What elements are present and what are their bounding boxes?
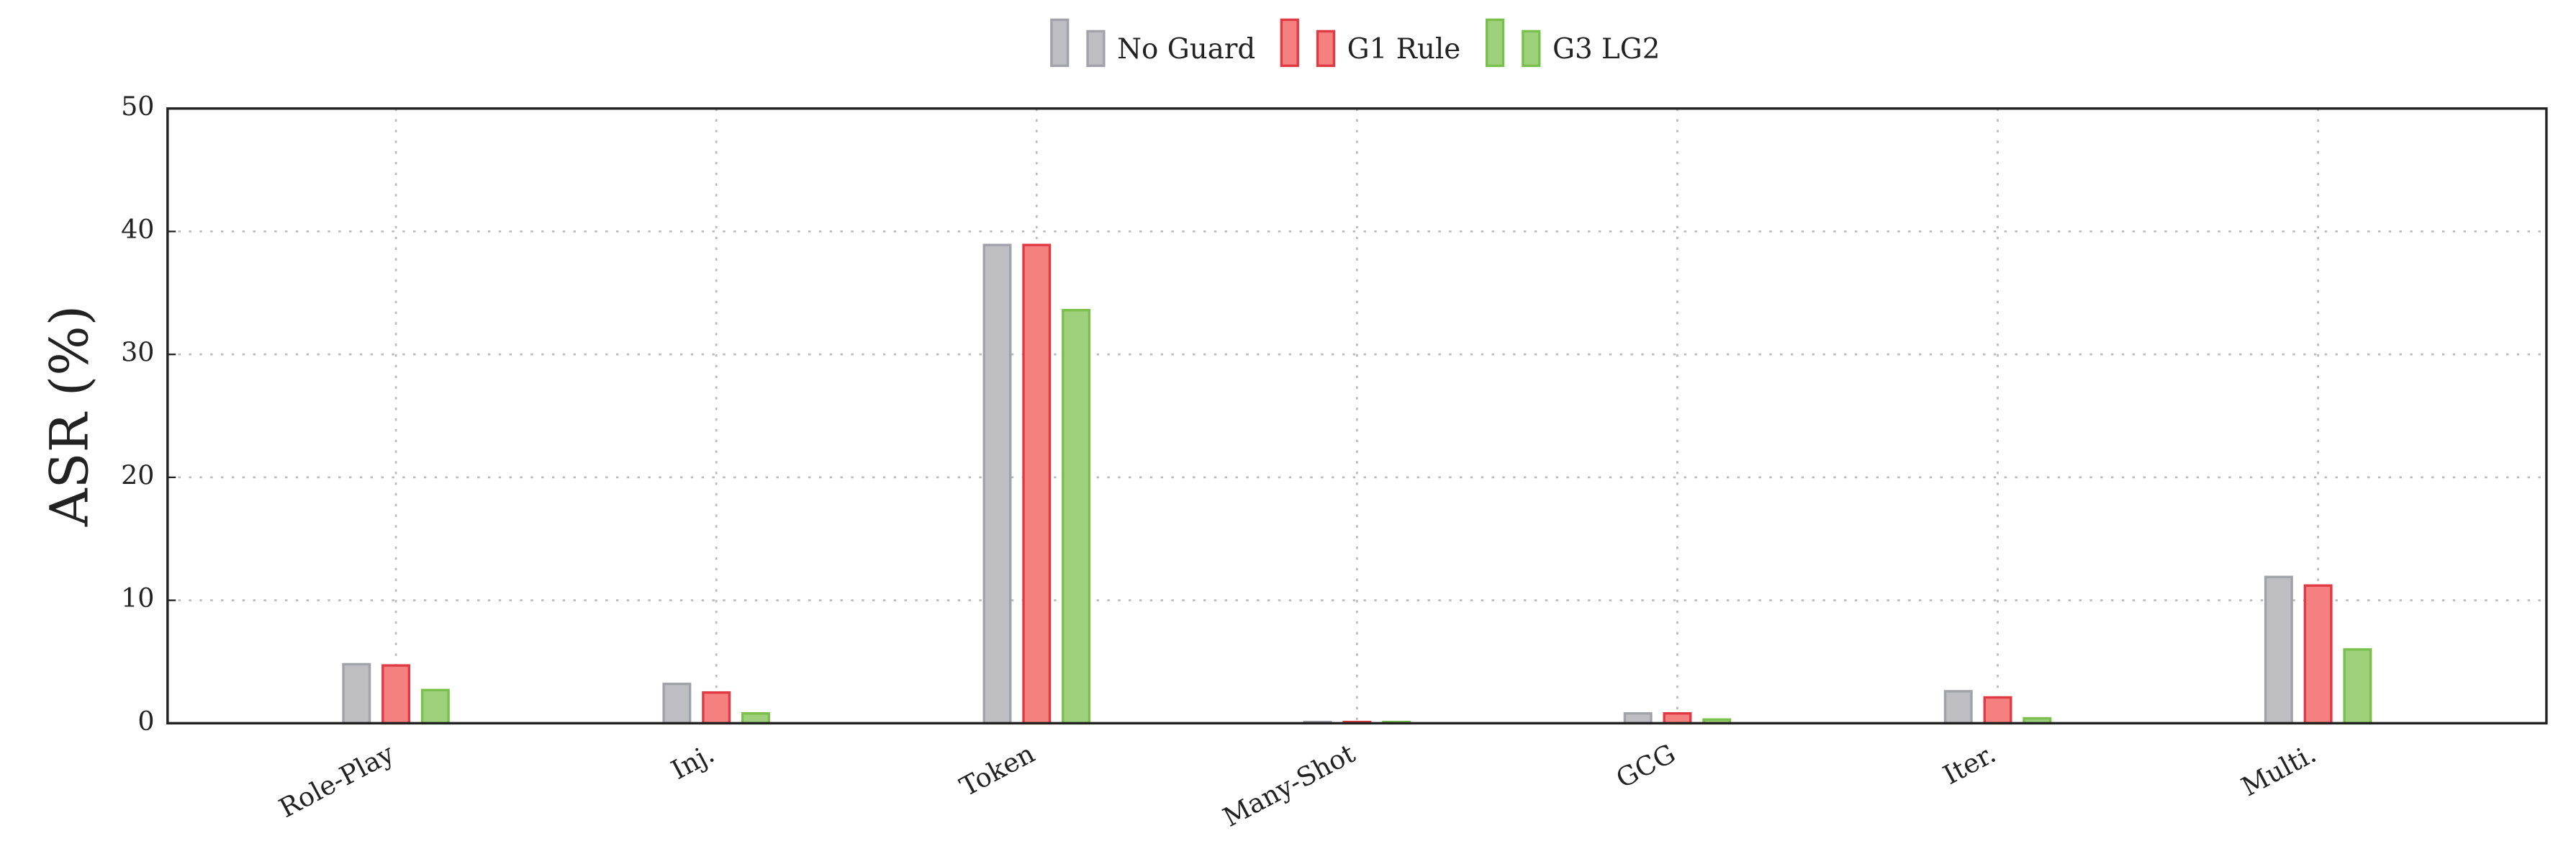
bar <box>702 691 731 725</box>
y-tick-label: 40 <box>121 214 154 245</box>
legend-swatch <box>1316 30 1336 68</box>
bar <box>2303 584 2333 725</box>
y-tick-label: 0 <box>137 706 154 737</box>
legend-label: G1 Rule <box>1347 33 1461 66</box>
bar <box>1062 308 1091 725</box>
bar <box>381 664 411 725</box>
legend-label: No Guard <box>1117 33 1255 66</box>
bar <box>2343 648 2372 725</box>
x-tick-label: Multi. <box>2236 738 2321 803</box>
legend-swatch <box>1086 30 1106 68</box>
legend-label: G3 LG2 <box>1553 33 1660 66</box>
bar <box>662 683 692 725</box>
bar <box>1623 711 1653 725</box>
bar <box>982 243 1012 725</box>
y-tick-label: 20 <box>121 459 154 490</box>
bar <box>1943 690 1973 725</box>
x-tick-label: Iter. <box>1938 738 2001 791</box>
bar <box>741 711 770 725</box>
plot-frame <box>166 107 2548 725</box>
x-tick-label: Token <box>955 738 1040 803</box>
legend-swatch <box>1050 18 1070 68</box>
y-tick-label: 50 <box>121 91 154 122</box>
bar <box>1983 696 2012 725</box>
bar <box>2264 575 2293 725</box>
y-tick-label: 30 <box>121 337 154 368</box>
bar <box>1022 243 1052 725</box>
y-axis-label: ASR (%) <box>40 305 101 527</box>
legend-swatch <box>1280 18 1299 68</box>
x-tick-label: Role-Play <box>274 737 399 824</box>
x-tick-label: Inj. <box>666 738 719 786</box>
bar <box>342 662 371 725</box>
bar <box>1663 711 1692 725</box>
x-tick-label: GCG <box>1611 738 1680 794</box>
x-tick-label: Many-Shot <box>1218 737 1360 832</box>
legend-swatch <box>1522 30 1541 68</box>
y-tick-label: 10 <box>121 583 154 614</box>
bar <box>420 688 450 725</box>
legend-swatch <box>1485 18 1505 68</box>
